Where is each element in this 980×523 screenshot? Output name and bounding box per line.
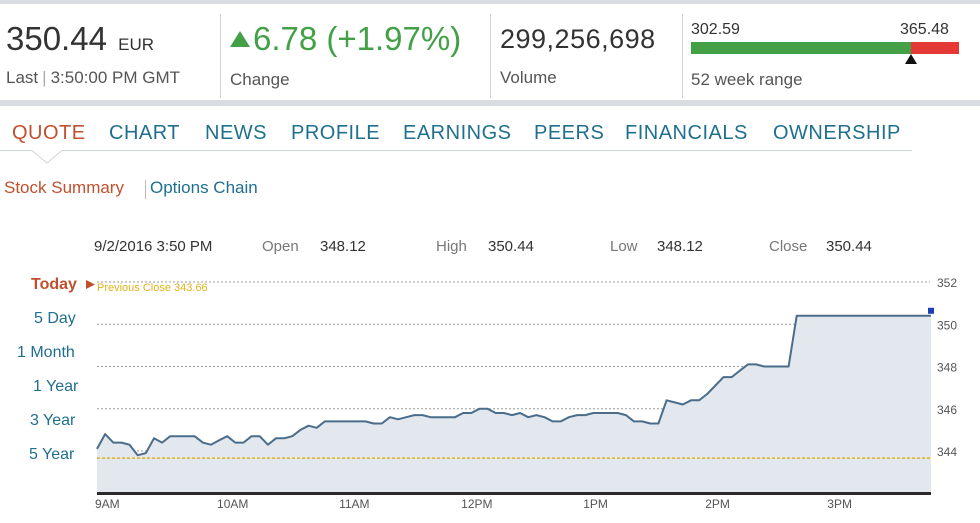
range-marker-icon: [904, 54, 917, 64]
top-border: [0, 0, 980, 4]
high-value: 350.44: [488, 238, 534, 255]
open-value: 348.12: [320, 238, 366, 255]
x-tick-label: 3PM: [827, 497, 852, 511]
range-today-button[interactable]: Today: [31, 276, 77, 293]
range-5year-button[interactable]: 5 Year: [29, 446, 75, 463]
y-tick-label: 350: [937, 318, 957, 332]
options-chain-link[interactable]: Options Chain: [150, 178, 258, 197]
tab-chart[interactable]: CHART: [109, 122, 181, 144]
up-arrow-icon: [230, 31, 250, 47]
change-text: 6.78 (+1.97%): [253, 20, 462, 57]
tab-underline: [62, 150, 912, 151]
y-tick-label: 352: [937, 276, 957, 290]
range-low: 302.59: [691, 21, 740, 38]
quote-strip: 350.44 EUR Last | 3:50:00 PM GMT 6.78 (+1.…: [0, 4, 980, 100]
divider: [490, 14, 491, 98]
y-tick-label: 348: [937, 361, 957, 375]
x-axis: 9AM 10AM 11AM 12PM 1PM 2PM 3PM: [95, 492, 931, 511]
range-5day-button[interactable]: 5 Day: [34, 310, 76, 327]
divider: [220, 14, 221, 98]
ohlc-datetime: 9/2/2016 3:50 PM: [94, 238, 213, 255]
active-tab-caret-icon: [32, 150, 62, 164]
price-line: [96, 314, 931, 457]
x-tick-label: 10AM: [217, 497, 248, 511]
open-label: Open: [262, 238, 299, 255]
tab-bar: QUOTE CHART NEWS PROFILE EARNINGS PEERS …: [0, 106, 980, 164]
x-tick-label: 1PM: [583, 497, 608, 511]
tab-ownership[interactable]: OWNERSHIP: [773, 122, 901, 144]
pointer-icon: [86, 280, 95, 289]
volume-label: Volume: [500, 68, 557, 87]
x-tick-label: 11AM: [339, 497, 369, 511]
range-3year-button[interactable]: 3 Year: [30, 412, 76, 429]
range-label: 52 week range: [691, 70, 803, 89]
range-bar: [691, 42, 959, 54]
volume-value: 299,256,698: [500, 24, 656, 54]
intraday-chart: 352 350 348 346 344 9AM 10AM 11AM 12PM 1PM 2PM 3PM…: [86, 276, 957, 511]
last-trade-time: Last | 3:50:00 PM GMT: [6, 68, 180, 88]
price-value: 350.44: [6, 20, 107, 57]
change-label: Change: [230, 70, 290, 89]
stock-summary-link[interactable]: Stock Summary: [4, 178, 124, 197]
y-tick-label: 346: [937, 403, 957, 417]
y-tick-label: 344: [937, 445, 957, 459]
low-value: 348.12: [657, 238, 703, 255]
close-value: 350.44: [826, 238, 872, 255]
last-label: Last: [6, 68, 39, 87]
tab-earnings[interactable]: EARNINGS: [403, 122, 512, 144]
previous-close-label: Previous Close 343.66: [86, 280, 208, 294]
change-value: 6.78 (+1.97%): [230, 20, 461, 58]
divider: [682, 14, 683, 98]
tab-news[interactable]: NEWS: [205, 122, 267, 144]
previous-close-text: Previous Close 343.66: [97, 282, 208, 294]
range-1year-button[interactable]: 1 Year: [33, 378, 79, 395]
low-label: Low: [610, 238, 638, 255]
tab-financials[interactable]: FINANCIALS: [625, 122, 748, 144]
y-axis: 352 350 348 346 344: [937, 276, 957, 459]
header-divider: [0, 100, 980, 106]
x-tick-label: 12PM: [461, 497, 492, 511]
range-1month-button[interactable]: 1 Month: [17, 344, 75, 361]
close-label: Close: [769, 238, 808, 255]
tab-peers[interactable]: PEERS: [534, 122, 605, 144]
range-bar-upper: [910, 42, 959, 54]
x-axis-line: [97, 492, 931, 495]
tab-quote[interactable]: QUOTE: [12, 122, 86, 144]
separator: |: [42, 68, 47, 87]
range-high: 365.48: [900, 21, 949, 38]
x-tick-label: 9AM: [95, 497, 120, 511]
last-time: 3:50:00 PM GMT: [50, 68, 180, 87]
tab-profile[interactable]: PROFILE: [291, 122, 381, 144]
x-tick-label: 2PM: [705, 497, 730, 511]
last-price: 350.44 EUR: [6, 20, 154, 58]
tab-underline: [0, 150, 32, 151]
price-area: [97, 315, 931, 492]
price-currency: EUR: [118, 35, 155, 54]
high-label: High: [436, 238, 467, 255]
separator: [145, 180, 146, 199]
last-price-marker: [928, 307, 934, 314]
